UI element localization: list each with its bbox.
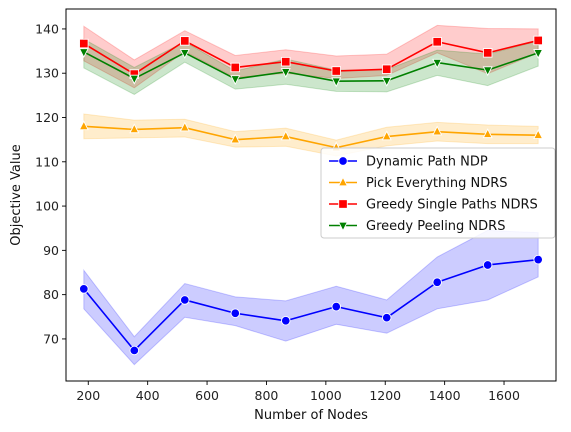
data-point-0-9 bbox=[533, 254, 543, 265]
plot-frame bbox=[65, 8, 557, 382]
legend-label-1: Pick Everything NDRS bbox=[366, 176, 508, 191]
legend-label-2: Greedy Single Paths NDRS bbox=[366, 198, 538, 213]
data-point-0-1 bbox=[129, 345, 140, 356]
data-point-3-9 bbox=[533, 49, 544, 59]
data-point-3-7 bbox=[432, 58, 443, 69]
data-point-2-2 bbox=[180, 36, 190, 46]
data-point-0-4 bbox=[281, 316, 291, 326]
y-tick-label: 130 bbox=[35, 66, 59, 81]
data-point-1-7 bbox=[432, 125, 443, 136]
series-line-3 bbox=[83, 51, 539, 82]
y-tick-label: 90 bbox=[43, 243, 59, 258]
data-point-0-6 bbox=[381, 312, 392, 323]
data-point-3-2 bbox=[179, 49, 190, 59]
legend-marker-0 bbox=[338, 156, 348, 166]
legend-marker-3 bbox=[337, 221, 349, 232]
data-point-0-0 bbox=[79, 284, 89, 294]
legend-marker-2 bbox=[338, 199, 348, 209]
x-tick-label: 1400 bbox=[429, 388, 461, 403]
y-axis-label: Objective Value bbox=[9, 144, 24, 245]
data-point-2-8 bbox=[482, 48, 493, 58]
x-axis-label: Number of Nodes bbox=[254, 408, 368, 423]
data-point-2-4 bbox=[281, 56, 291, 67]
data-point-0-5 bbox=[331, 301, 341, 312]
data-point-0-2 bbox=[180, 295, 190, 305]
x-axis-ticks: 200 400 600 800 1000 1200 1400 1600 bbox=[76, 381, 520, 403]
data-point-2-9 bbox=[533, 35, 543, 46]
y-tick-label: 140 bbox=[35, 21, 59, 36]
data-point-3-6 bbox=[381, 76, 392, 87]
y-axis-ticks: 70 80 90 100 110 120 130 140 bbox=[35, 21, 66, 346]
data-point-0-8 bbox=[482, 260, 493, 270]
x-tick-label: 1600 bbox=[488, 388, 520, 403]
data-point-3-0 bbox=[78, 48, 89, 59]
x-tick-label: 800 bbox=[255, 388, 279, 403]
x-tick-label: 600 bbox=[195, 388, 219, 403]
x-tick-label: 200 bbox=[76, 388, 100, 403]
confidence-band-1 bbox=[83, 113, 539, 157]
data-point-1-6 bbox=[381, 130, 392, 141]
data-point-1-9 bbox=[533, 129, 544, 139]
legend-box bbox=[320, 147, 556, 239]
y-tick-label: 100 bbox=[35, 199, 59, 214]
data-point-3-3 bbox=[230, 75, 241, 86]
legend: Dynamic Path NDP Pick Everything NDRS Gree… bbox=[320, 147, 556, 239]
data-point-3-8 bbox=[482, 66, 493, 77]
series-line-1 bbox=[83, 125, 539, 149]
x-tick-label: 1200 bbox=[369, 388, 401, 403]
data-point-3-5 bbox=[331, 77, 342, 88]
legend-marker-1 bbox=[337, 176, 349, 187]
data-point-2-0 bbox=[79, 38, 89, 49]
legend-label-0: Dynamic Path NDP bbox=[366, 155, 488, 170]
series-line-2 bbox=[83, 39, 539, 75]
data-point-2-3 bbox=[230, 62, 241, 73]
y-tick-label: 120 bbox=[35, 110, 59, 125]
confidence-band-0 bbox=[83, 229, 539, 366]
data-point-3-1 bbox=[129, 74, 140, 85]
data-point-1-4 bbox=[280, 130, 291, 141]
data-point-1-0 bbox=[78, 120, 89, 131]
series-line-0 bbox=[83, 258, 539, 352]
data-point-2-6 bbox=[381, 64, 392, 74]
data-point-1-8 bbox=[482, 128, 493, 139]
data-point-0-3 bbox=[230, 308, 241, 318]
data-point-2-7 bbox=[432, 37, 442, 47]
legend-label-3: Greedy Peeling NDRS bbox=[366, 219, 505, 234]
data-point-0-7 bbox=[432, 277, 442, 287]
data-point-1-2 bbox=[179, 121, 190, 132]
data-point-2-5 bbox=[331, 66, 341, 76]
x-tick-label: 400 bbox=[136, 388, 160, 403]
series-markers bbox=[78, 35, 544, 356]
y-tick-label: 70 bbox=[43, 331, 59, 346]
data-point-1-1 bbox=[129, 123, 140, 134]
data-point-1-3 bbox=[230, 133, 241, 144]
y-tick-label: 80 bbox=[43, 287, 59, 302]
y-tick-label: 110 bbox=[35, 154, 59, 169]
series-lines bbox=[83, 39, 539, 352]
data-point-3-4 bbox=[280, 68, 291, 78]
x-tick-label: 1000 bbox=[310, 388, 342, 403]
